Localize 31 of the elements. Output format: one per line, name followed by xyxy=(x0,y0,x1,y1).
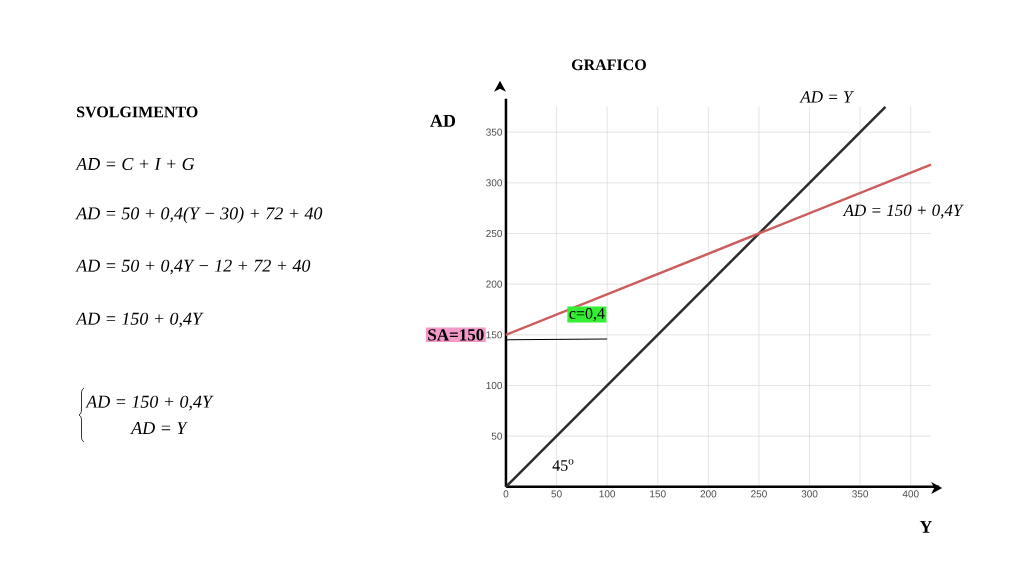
y-tick-label: 250 xyxy=(486,229,503,238)
x-tick-label: 150 xyxy=(650,490,666,498)
y-tick-label: 50 xyxy=(491,432,503,440)
annotation: 45$^{o}$ xyxy=(552,459,574,471)
y-tick-label: 100 xyxy=(486,381,503,390)
y-tick-label: 200 xyxy=(486,280,503,288)
y-tick-label: 300 xyxy=(486,179,503,187)
text: AD = C + I + G xyxy=(75,157,195,171)
y-tick-label: 350 xyxy=(486,128,503,136)
text: AD = Y xyxy=(130,422,188,434)
x-tick-label: 50 xyxy=(551,490,562,498)
x-tick-label: 400 xyxy=(902,490,919,498)
text: AD = 150 + 0,4Y xyxy=(75,312,204,328)
y-tick-label: 150 xyxy=(486,331,503,339)
annotation: c=0,4 xyxy=(569,308,605,322)
x-tick-label: 350 xyxy=(852,490,869,498)
x-tick-label: 250 xyxy=(751,490,767,498)
x-tick-label: 300 xyxy=(801,490,818,498)
text: SVOLGIMENTO xyxy=(77,106,198,118)
x-tick-label: 100 xyxy=(599,490,616,498)
series-label: AD = 150 + 0,4Y xyxy=(842,204,964,219)
x-tick-label: 200 xyxy=(700,490,717,498)
series-label: AD = Y xyxy=(799,91,854,103)
text: AD = 50 + 0,4(Y − 30) + 72 + 40 xyxy=(75,206,323,224)
chart-title: GRAFICO xyxy=(571,59,646,71)
y-axis-title: AD xyxy=(430,114,456,127)
text: AD = 50 + 0,4Y − 12 + 72 + 40 xyxy=(75,259,311,275)
text: AD = 150 + 0,4Y xyxy=(85,395,214,411)
x-axis-title: Y xyxy=(919,520,933,533)
annotation: SA=150 xyxy=(428,329,484,341)
x-tick-label: 0 xyxy=(503,490,509,498)
